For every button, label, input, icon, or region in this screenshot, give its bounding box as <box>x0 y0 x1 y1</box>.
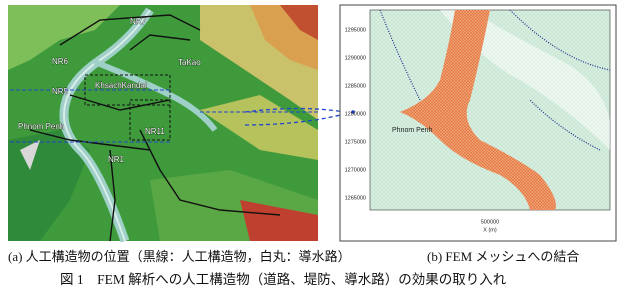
y-tick-label: 1295000 <box>345 27 366 33</box>
map-label: TaKao <box>178 58 201 67</box>
map-label: NR11 <box>145 127 165 136</box>
y-tick-label: 1265000 <box>345 195 366 201</box>
connector <box>244 107 346 126</box>
y-tick-label: 1285000 <box>345 83 366 89</box>
map-label: NR1 <box>108 155 125 164</box>
map-image <box>8 5 318 243</box>
mesh-label: Phnom Penh <box>392 127 433 134</box>
y-tick-label: 1275000 <box>345 139 366 145</box>
y-tick-label: 1280000 <box>345 111 366 117</box>
caption-b: (b) FEM メッシュへの結合 <box>427 249 580 264</box>
map-label: NR7 <box>130 17 147 26</box>
map-label: KhsachKandal <box>95 81 147 90</box>
map-label: NR5 <box>52 87 69 96</box>
y-tick-label: 1270000 <box>345 167 366 173</box>
map-label: NR6 <box>52 57 69 66</box>
x-tick-label: 500000 <box>481 219 499 225</box>
caption-a: (a) 人工構造物の位置（黒線：人工構造物，白丸：導水路） <box>8 249 351 264</box>
figure: NR7 NR6 TaKao NR5 KhsachKandal Phnom Pen… <box>8 4 617 243</box>
x-axis-label: X (m) <box>483 227 497 233</box>
figure-caption: 図 1 FEM 解析への人工構造物（道路、堤防、導水路）の効果の取り入れ <box>60 272 507 287</box>
y-tick-label: 1290000 <box>345 55 366 61</box>
map-label: Phnom Penh <box>18 122 64 131</box>
mesh-image <box>339 4 617 242</box>
